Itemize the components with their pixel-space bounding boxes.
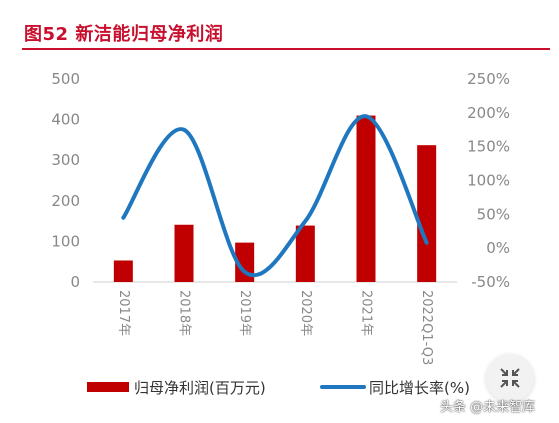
x-tick-label: 2018年: [177, 290, 192, 336]
y-left-tick-label: 200: [51, 192, 80, 210]
x-tick-label: 2019年: [237, 290, 252, 336]
bar: [113, 260, 133, 282]
y-left-tick-label: 100: [51, 232, 80, 250]
y-right-tick-label: 200%: [467, 104, 510, 122]
bar: [417, 145, 437, 282]
legend-swatch-bars: [87, 382, 129, 392]
bar: [295, 225, 315, 282]
collapse-arrows-icon: [500, 368, 520, 388]
x-tick-label: 2017年: [116, 290, 131, 336]
bar: [356, 115, 376, 282]
y-right-tick-label: 50%: [477, 205, 510, 223]
y-right-tick-label: 150%: [467, 138, 510, 156]
y-right-tick-label: 100%: [467, 172, 510, 190]
y-left-tick-label: 0: [70, 273, 80, 291]
y-left-tick-label: 300: [51, 151, 80, 169]
y-left-tick-label: 400: [51, 111, 80, 129]
x-tick-label: 2022Q1-Q3: [419, 290, 434, 365]
bar: [235, 242, 255, 282]
y-left-tick-label: 500: [51, 70, 80, 88]
y-right-tick-label: 250%: [467, 70, 510, 88]
x-tick-label: 2021年: [359, 290, 374, 336]
legend-label-line: 同比增长率(%): [369, 379, 470, 397]
x-tick-label: 2020年: [298, 290, 313, 336]
chart-title: 图52 新洁能归母净利润: [24, 24, 224, 45]
bar: [174, 224, 194, 282]
watermark: 头条 @未来智库: [440, 400, 536, 415]
legend-label-bars: 归母净利润(百万元): [134, 379, 266, 397]
title-divider: [22, 48, 550, 50]
y-right-tick-label: -50%: [471, 273, 510, 291]
y-right-tick-label: 0%: [486, 239, 510, 257]
floating-action-button[interactable]: [486, 354, 534, 402]
growth-rate-line: [121, 114, 429, 278]
